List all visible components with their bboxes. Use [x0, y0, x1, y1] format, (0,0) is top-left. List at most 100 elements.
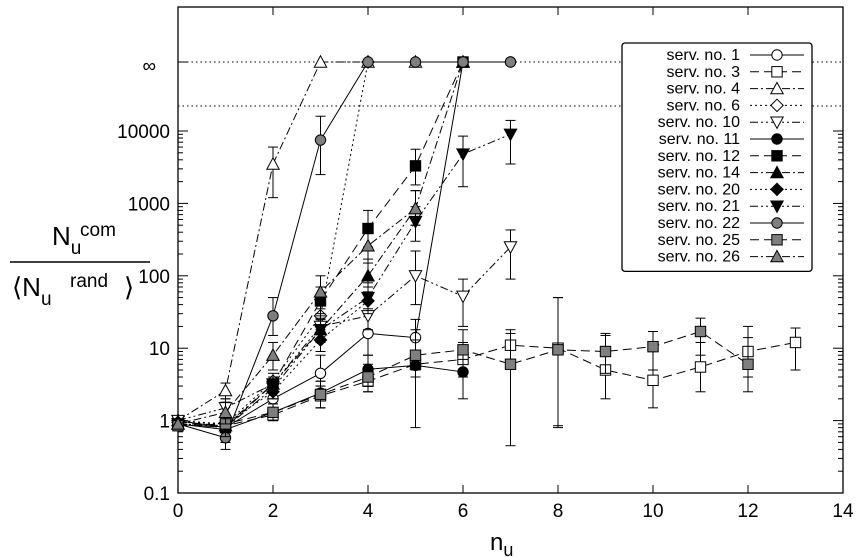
data-point — [409, 56, 422, 68]
data-point — [455, 290, 471, 304]
data-point — [694, 361, 707, 373]
series-line — [177, 341, 796, 427]
data-point — [503, 241, 518, 255]
y-label-denominator: ⟨Nu — [12, 272, 52, 310]
legend-label: serv. no. 3 — [666, 64, 740, 81]
data-point — [789, 336, 802, 349]
data-point — [409, 160, 422, 172]
x-tick-label: 4 — [363, 501, 374, 522]
legend-marker — [771, 150, 783, 162]
data-point — [647, 374, 659, 387]
data-point — [313, 284, 328, 298]
data-point — [265, 347, 281, 361]
data-point — [362, 56, 374, 68]
data-point — [504, 56, 517, 68]
data-point — [360, 238, 376, 252]
data-point — [362, 371, 374, 383]
data-point — [314, 134, 327, 146]
plot-area: 0 2 4 6 8 10 12 14 0.1 1 10 100 1000 10000 ∞ serv. no. … — [117, 6, 854, 522]
data-point — [408, 201, 423, 215]
x-tick-label: 6 — [458, 501, 469, 522]
data-point — [265, 382, 281, 396]
x-tick-label: 0 — [173, 501, 184, 522]
x-axis-label: nu — [490, 529, 513, 557]
series-line — [177, 61, 511, 429]
legend-marker — [769, 165, 785, 179]
y-tick-label-infinity: ∞ — [142, 56, 156, 77]
data-point — [457, 344, 469, 356]
legend-marker — [769, 200, 785, 214]
legend-label: serv. no. 26 — [658, 249, 741, 266]
legend-marker — [769, 249, 785, 263]
data-point — [694, 325, 707, 338]
series-line — [177, 208, 416, 425]
legend-label: serv. no. 22 — [658, 215, 741, 232]
y-label-denominator-sup: rand — [70, 271, 108, 292]
data-point — [503, 128, 518, 142]
x-tick-label: 8 — [553, 501, 564, 522]
legend-label: serv. no. 12 — [658, 148, 741, 165]
series-13 — [170, 190, 423, 430]
legend-label: serv. no. 14 — [658, 165, 741, 182]
series-1 — [172, 56, 517, 443]
data-point — [504, 358, 517, 370]
legend-marker — [771, 66, 783, 78]
data-point — [218, 405, 233, 419]
series-5 — [170, 229, 518, 428]
legend-label: serv. no. 1 — [666, 47, 740, 64]
series-line — [177, 133, 511, 429]
y-axis-label: Nu com ⟨Nu rand ⟩ — [10, 220, 150, 310]
data-point — [265, 156, 281, 170]
legend-label: serv. no. 11 — [659, 131, 740, 148]
y-tick-label: 1000 — [128, 194, 170, 215]
legend-label: serv. no. 4 — [666, 81, 740, 98]
y-label-denominator-close: ⟩ — [124, 272, 134, 302]
data-point — [409, 349, 422, 361]
y-tick-label: 10 — [149, 339, 170, 360]
y-tick-label: 100 — [138, 267, 170, 288]
x-tick-label: 2 — [268, 501, 279, 522]
data-point — [457, 56, 469, 68]
legend-marker — [770, 182, 784, 197]
data-point — [408, 270, 423, 284]
x-tick-label: 12 — [737, 501, 758, 522]
legend-marker — [769, 81, 785, 95]
x-tick-label: 10 — [642, 501, 663, 522]
y-tick-label: 10000 — [117, 122, 170, 143]
y-tick-label: 1 — [159, 412, 170, 433]
data-point — [742, 358, 754, 370]
data-point — [170, 416, 186, 430]
legend-marker — [770, 98, 784, 113]
y-tick-label: 0.1 — [144, 484, 170, 505]
x-tick-label: 14 — [832, 501, 854, 522]
y-label-numerator-sup: com — [80, 220, 116, 241]
series-line — [177, 300, 369, 425]
data-point — [218, 383, 233, 397]
data-point — [313, 54, 328, 68]
legend-box — [621, 42, 813, 273]
plot-frame — [177, 6, 844, 494]
legend-label: serv. no. 10 — [658, 114, 741, 131]
series-line — [177, 246, 511, 422]
legend-marker — [771, 133, 783, 145]
legend-label: serv. no. 6 — [666, 97, 740, 114]
data-point — [647, 340, 659, 353]
y-label-numerator: Nu — [52, 221, 81, 259]
series-line — [177, 61, 511, 439]
data-point — [552, 344, 564, 356]
legend-label: serv. no. 21 — [658, 198, 741, 215]
series-2 — [172, 297, 802, 438]
data-point — [314, 367, 327, 380]
data-point — [267, 310, 279, 322]
data-point — [313, 324, 328, 337]
data-point — [360, 268, 376, 282]
data-point — [267, 406, 279, 419]
data-point — [599, 345, 612, 358]
legend-marker — [771, 217, 783, 229]
legend-marker — [769, 116, 785, 130]
legend-marker — [771, 49, 783, 61]
legend-marker — [771, 234, 783, 246]
data-point — [455, 148, 471, 162]
